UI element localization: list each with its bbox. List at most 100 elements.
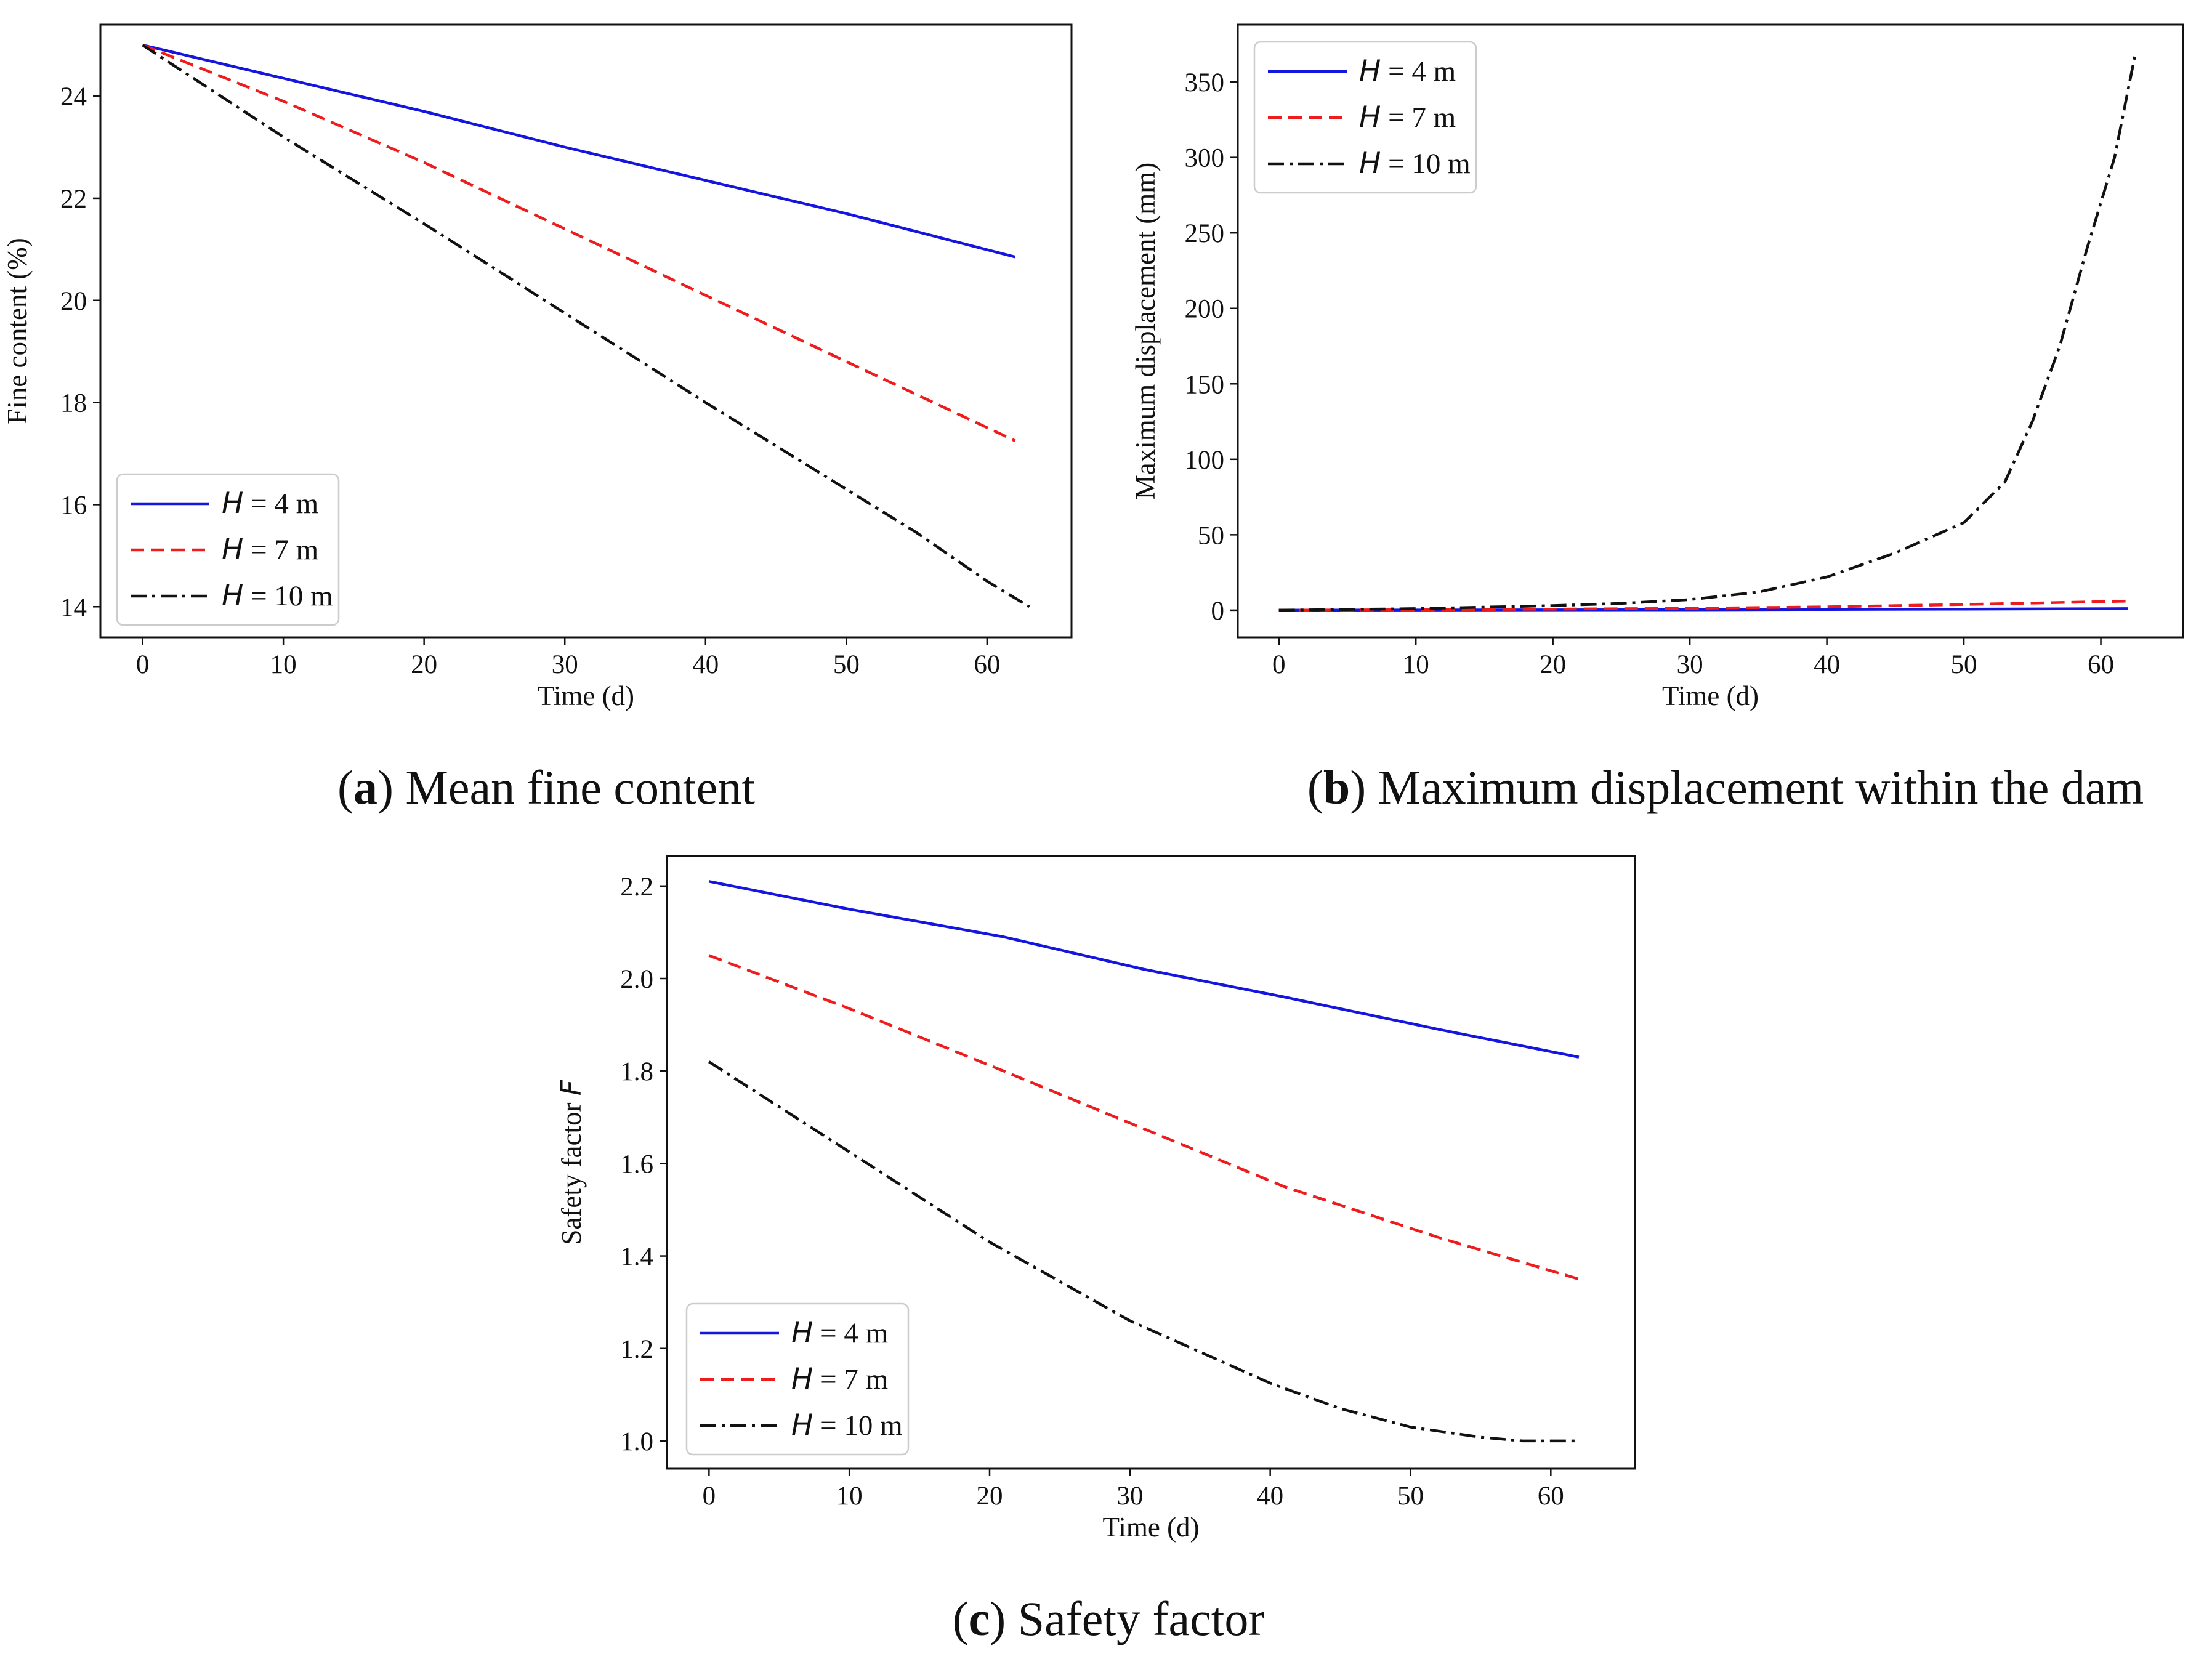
legend-text: = 4 m bbox=[1381, 55, 1456, 87]
caption-paren-open: ( bbox=[953, 1592, 969, 1645]
legend: H = 4 mH = 7 mH = 10 m bbox=[116, 473, 340, 626]
x-tick-label: 10 bbox=[836, 1482, 863, 1511]
x-tick-label: 30 bbox=[552, 650, 578, 679]
y-axis-label-text: Fine content (%) bbox=[2, 238, 33, 424]
caption-letter: c bbox=[969, 1592, 990, 1645]
axes-frame bbox=[1237, 23, 2184, 639]
y-tick-label: 20 bbox=[60, 287, 87, 316]
legend-box bbox=[1253, 41, 1477, 194]
x-tick-label: 30 bbox=[1677, 650, 1703, 679]
legend-label: H = 10 m bbox=[791, 1408, 903, 1442]
y-axis-label-variable: F bbox=[555, 1079, 587, 1096]
y-tick-label: 1.0 bbox=[620, 1427, 653, 1456]
y-tick-label: 22 bbox=[60, 185, 87, 214]
axes-frame bbox=[666, 855, 1636, 1470]
x-axis-label: Time (d) bbox=[1662, 680, 1759, 711]
legend-label: H = 7 m bbox=[791, 1362, 888, 1396]
caption-letter: a bbox=[353, 761, 377, 814]
x-axis-label: Time (d) bbox=[538, 680, 634, 711]
x-tick-label: 60 bbox=[974, 650, 1000, 679]
caption-paren-close: ) bbox=[1350, 761, 1378, 814]
legend: H = 4 mH = 7 mH = 10 m bbox=[685, 1302, 910, 1456]
y-tick-label: 300 bbox=[1185, 144, 1225, 173]
y-tick-label: 1.2 bbox=[620, 1335, 653, 1364]
legend-text: = 7 m bbox=[813, 1363, 888, 1395]
y-tick-label: 24 bbox=[60, 83, 87, 111]
series-line-h10m bbox=[142, 44, 1030, 608]
legend-text: = 10 m bbox=[813, 1410, 902, 1442]
panel-c: 0 10 20 30 40 50 60 1.0 1.2 1.4 1.6 1.8 2.0 2.2 Time (… bbox=[555, 855, 1636, 1645]
x-tick-label: 40 bbox=[1257, 1482, 1283, 1511]
legend-text: = 7 m bbox=[1381, 102, 1456, 134]
caption-text: Mean fine content bbox=[406, 761, 756, 814]
panel-caption: (a) Mean fine content bbox=[337, 761, 755, 814]
y-axis-label: Safety factor F bbox=[555, 1079, 587, 1245]
x-tick-label: 0 bbox=[1272, 650, 1286, 679]
caption-letter: b bbox=[1323, 761, 1350, 814]
panel-caption: (b) Maximum displacement within the dam bbox=[1307, 761, 2144, 814]
caption-paren-open: ( bbox=[337, 761, 353, 814]
panel-caption: (c) Safety factor bbox=[953, 1592, 1265, 1645]
legend-variable: H bbox=[1359, 54, 1381, 88]
y-tick-label: 2.2 bbox=[620, 873, 653, 902]
legend-label: H = 4 m bbox=[1359, 54, 1456, 88]
legend-variable: H bbox=[1359, 100, 1381, 134]
y-tick-label: 14 bbox=[60, 593, 87, 622]
legend-text: = 4 m bbox=[243, 488, 318, 520]
y-axis-label-text: Maximum displacement (mm) bbox=[1130, 163, 1161, 499]
legend-label: H = 10 m bbox=[222, 579, 333, 613]
caption-text: Maximum displacement within the dam bbox=[1378, 761, 2144, 814]
series-line-h7m bbox=[142, 44, 1016, 442]
x-tick-label: 40 bbox=[692, 650, 719, 679]
y-tick-label: 50 bbox=[1198, 521, 1224, 550]
y-tick-label: 250 bbox=[1185, 219, 1225, 248]
caption-text: Safety factor bbox=[1018, 1592, 1265, 1645]
y-tick-label: 16 bbox=[60, 491, 87, 520]
panel-b: 0 10 20 30 40 50 60 0 50 100 150 200 250 300 350 Time (… bbox=[1130, 23, 2184, 814]
legend-label: H = 10 m bbox=[1359, 147, 1471, 180]
series-line-h7m bbox=[708, 954, 1580, 1281]
legend-label: H = 7 m bbox=[1359, 100, 1456, 134]
panel-a: 0 10 20 30 40 50 60 14 16 18 20 22 24 Time (d) Fine co… bbox=[2, 23, 1073, 814]
legend-text: = 7 m bbox=[243, 534, 318, 566]
y-tick-label: 18 bbox=[60, 389, 87, 418]
x-tick-label: 0 bbox=[136, 650, 150, 679]
y-tick-label: 2.0 bbox=[620, 965, 653, 994]
legend-variable: H bbox=[791, 1316, 813, 1350]
series-line-h4m bbox=[1278, 607, 2129, 612]
series-line-h10m bbox=[708, 1060, 1579, 1443]
x-tick-label: 20 bbox=[411, 650, 437, 679]
x-tick-label: 60 bbox=[1538, 1482, 1564, 1511]
x-tick-label: 50 bbox=[833, 650, 860, 679]
y-axis-label: Fine content (%) bbox=[2, 238, 33, 424]
legend-text: = 10 m bbox=[1381, 148, 1470, 180]
legend-label: H = 4 m bbox=[791, 1316, 888, 1350]
legend: H = 4 mH = 7 mH = 10 m bbox=[1253, 41, 1477, 194]
legend-variable: H bbox=[1359, 147, 1381, 180]
y-tick-label: 200 bbox=[1185, 295, 1225, 324]
x-tick-label: 40 bbox=[1814, 650, 1840, 679]
caption-paren-open: ( bbox=[1307, 761, 1323, 814]
legend-label: H = 4 m bbox=[222, 486, 318, 520]
y-tick-label: 1.4 bbox=[620, 1243, 653, 1272]
legend-variable: H bbox=[222, 579, 243, 613]
legend-label: H = 7 m bbox=[222, 533, 318, 567]
x-tick-label: 50 bbox=[1951, 650, 1977, 679]
y-axis-label: Maximum displacement (mm) bbox=[1130, 163, 1161, 499]
legend-box bbox=[116, 473, 340, 626]
y-axis-label-text: Safety factor bbox=[556, 1096, 587, 1245]
legend-variable: H bbox=[791, 1408, 813, 1442]
legend-box bbox=[685, 1302, 910, 1456]
series-line-h4m bbox=[708, 880, 1580, 1059]
caption-paren-close: ) bbox=[377, 761, 405, 814]
y-tick-label: 350 bbox=[1185, 68, 1225, 97]
series-line-h10m bbox=[1278, 54, 2137, 612]
y-tick-label: 100 bbox=[1185, 446, 1225, 475]
legend-variable: H bbox=[222, 486, 243, 520]
legend-text: = 4 m bbox=[813, 1317, 888, 1349]
legend-variable: H bbox=[222, 533, 243, 567]
x-tick-label: 0 bbox=[703, 1482, 716, 1511]
x-tick-label: 20 bbox=[1540, 650, 1566, 679]
x-tick-label: 60 bbox=[2088, 650, 2114, 679]
